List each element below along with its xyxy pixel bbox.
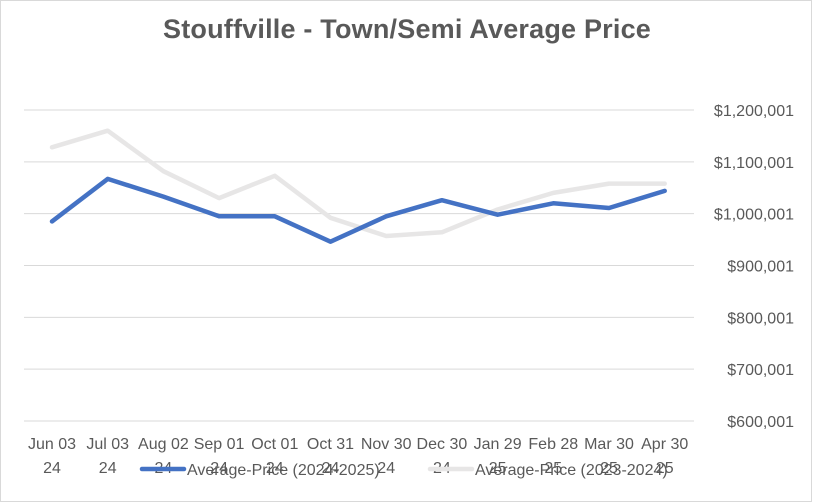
x-tick-label: Oct 01 xyxy=(251,436,298,453)
y-tick-label: $700,001 xyxy=(727,362,794,379)
x-tick-label: Sep 01 xyxy=(194,436,245,453)
x-tick-label: Apr 30 xyxy=(641,436,688,453)
x-tick-label: Dec 30 xyxy=(417,436,468,453)
y-tick-label: $900,001 xyxy=(727,259,794,276)
x-tick-label: Jan 29 xyxy=(474,436,522,453)
x-tick-label-year: 24 xyxy=(99,460,117,477)
chart-title: Stouffville - Town/Semi Average Price xyxy=(162,14,652,44)
y-tick-label: $1,100,001 xyxy=(714,155,794,172)
x-tick-label-year: 24 xyxy=(322,460,340,477)
x-tick-label-year: 25 xyxy=(544,460,562,477)
x-tick-label-year: 24 xyxy=(43,460,61,477)
x-tick-label-year: 25 xyxy=(600,460,618,477)
legend-label-0: Average-Price (2024-2025) xyxy=(187,462,380,479)
x-tick-label: Jul 03 xyxy=(86,436,129,453)
x-tick-label: Aug 02 xyxy=(138,436,189,453)
x-tick-label: Nov 30 xyxy=(361,436,412,453)
series-line-1 xyxy=(49,128,667,239)
y-tick-label: $600,001 xyxy=(727,414,794,431)
y-tick-label: $1,000,001 xyxy=(714,207,794,224)
x-tick-label-year: 24 xyxy=(210,460,228,477)
x-tick-label: Feb 28 xyxy=(528,436,578,453)
x-tick-label-year: 25 xyxy=(656,460,674,477)
series-line-0 xyxy=(49,176,667,244)
x-tick-label: Mar 30 xyxy=(584,436,634,453)
legend-label-1: Average-Price (2023-2024) xyxy=(475,462,668,479)
x-tick-label-year: 24 xyxy=(266,460,284,477)
x-tick-label-year: 25 xyxy=(489,460,507,477)
x-tick-label: Oct 31 xyxy=(307,436,354,453)
y-tick-label: $800,001 xyxy=(727,310,794,327)
x-tick-label-year: 24 xyxy=(377,460,395,477)
x-tick-label: Jun 03 xyxy=(28,436,76,453)
y-tick-label: $1,200,001 xyxy=(714,103,794,120)
